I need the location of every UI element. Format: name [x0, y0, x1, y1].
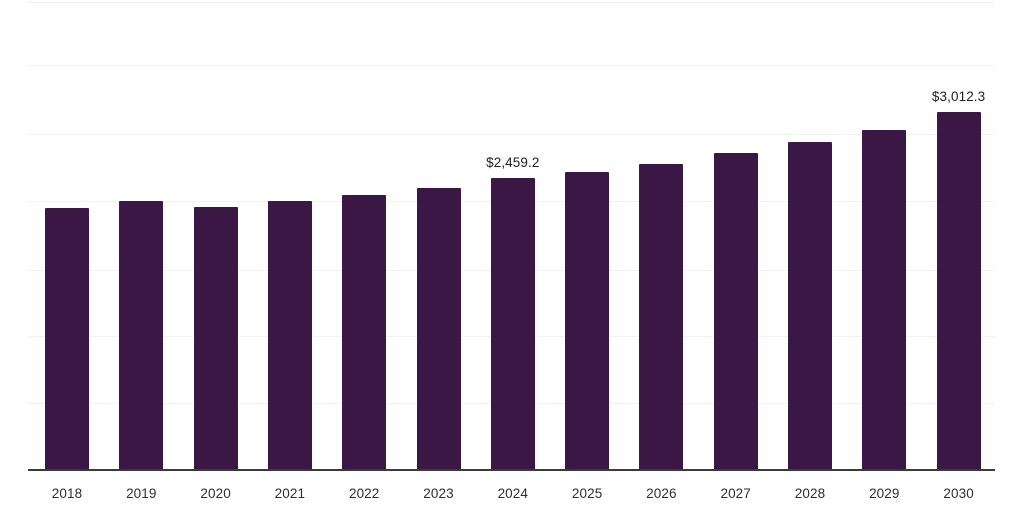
gridline: [28, 65, 995, 66]
bar[interactable]: [416, 188, 461, 469]
bar[interactable]: [862, 129, 907, 469]
x-axis-tick-label: 2024: [497, 486, 529, 501]
x-axis-line: [28, 469, 995, 471]
bar-value-label: $3,012.3: [931, 88, 986, 104]
x-axis-tick-label: 2023: [423, 486, 454, 501]
bar[interactable]: [193, 206, 238, 469]
x-axis-tick-label: 2021: [274, 486, 306, 501]
bar[interactable]: [713, 153, 758, 469]
bar[interactable]: [119, 201, 164, 469]
bar-value-label: $2,459.2: [486, 154, 540, 170]
bar[interactable]: [267, 201, 312, 469]
x-axis-tick-label: 2022: [348, 486, 380, 501]
bar[interactable]: [490, 177, 535, 469]
x-axis-tick-label: 2018: [51, 486, 83, 501]
gridline: [28, 134, 995, 135]
bar[interactable]: [639, 163, 684, 469]
x-axis-tick-label: 2020: [200, 486, 231, 501]
x-axis-tick-label: 2019: [126, 486, 157, 501]
x-axis-tick-label: 2028: [794, 486, 826, 501]
bar[interactable]: [342, 195, 387, 469]
x-axis-tick-label: 2025: [571, 486, 603, 501]
x-axis-tick-label: 2027: [720, 486, 751, 501]
x-axis-tick-label: 2029: [869, 486, 900, 501]
gridline: [28, 2, 995, 3]
bar[interactable]: [936, 111, 981, 469]
x-axis-tick-label: 2030: [943, 486, 974, 501]
bar[interactable]: [45, 207, 89, 469]
bar[interactable]: [788, 141, 832, 469]
x-axis-tick-label: 2026: [646, 486, 677, 501]
bar[interactable]: [565, 172, 610, 469]
